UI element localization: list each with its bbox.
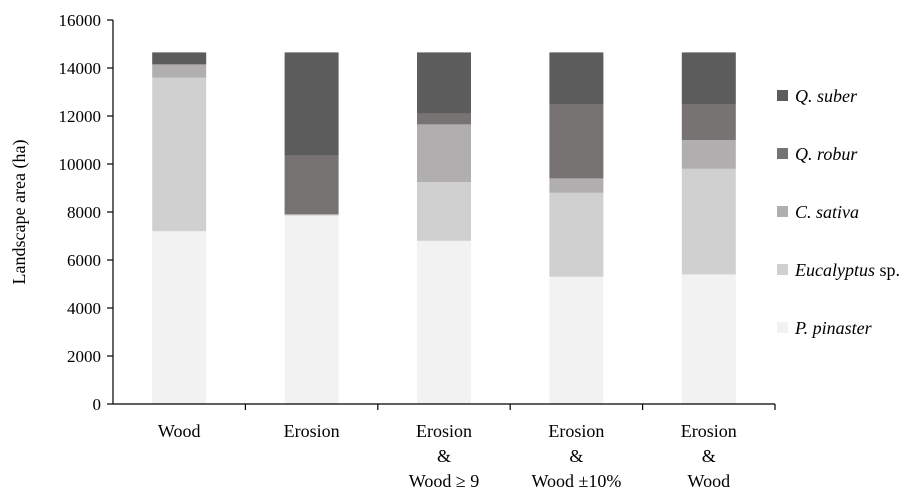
bar-segment: [417, 124, 471, 182]
bar-segment: [417, 182, 471, 241]
y-tick-label: 6000: [67, 251, 101, 270]
bar-segment: [284, 155, 339, 215]
bar-segment: [417, 113, 471, 125]
x-tick-label: Wood: [158, 421, 201, 441]
bar-segment: [152, 52, 207, 65]
legend-swatch: [777, 264, 788, 275]
bar-segment: [549, 52, 604, 104]
bar-segment: [681, 140, 736, 169]
y-tick-label: 8000: [67, 203, 101, 222]
bar-segment: [417, 52, 471, 114]
bar-segment: [681, 274, 736, 404]
bar-segment: [681, 104, 736, 140]
y-tick-label: 2000: [67, 347, 101, 366]
legend-swatch: [777, 148, 788, 159]
bar-segment: [549, 192, 604, 277]
bar-layer: [152, 52, 736, 404]
legend-entry: Q. robur: [795, 144, 858, 164]
x-tick-label: Wood: [688, 471, 731, 490]
y-tick-label: 10000: [59, 155, 102, 174]
bar-segment: [681, 52, 736, 104]
x-tick-label: &: [437, 446, 451, 466]
bar-segment: [681, 168, 736, 275]
legend-swatch: [777, 206, 788, 217]
bar-segment: [417, 240, 471, 404]
x-tick-label: &: [702, 446, 716, 466]
y-tick-label: 12000: [59, 107, 102, 126]
legend: Q. suber Q. robur C. sativa Eucalyptus sp. P…: [777, 86, 900, 338]
bar-segment: [152, 77, 207, 232]
x-tick-label: &: [569, 446, 583, 466]
y-tick-label: 16000: [59, 11, 102, 30]
legend-entry: C. sativa: [795, 202, 859, 222]
legend-swatch: [777, 322, 788, 333]
y-axis-title: Landscape area (ha): [9, 140, 30, 285]
y-tick-label: 4000: [67, 299, 101, 318]
bar-segment: [152, 64, 207, 78]
x-tick-label: Erosion: [681, 421, 737, 441]
bar-segment: [284, 214, 339, 216]
x-tick-label: Erosion: [284, 421, 340, 441]
legend-entry: Eucalyptus sp.: [794, 260, 900, 280]
bar-segment: [284, 215, 339, 404]
legend-swatch: [777, 90, 788, 101]
y-tick-label: 0: [93, 395, 102, 414]
bar-segment: [152, 231, 207, 404]
bar-segment: [549, 178, 604, 193]
x-tick-label: Wood ±10%: [531, 471, 621, 490]
legend-entry: Q. suber: [795, 86, 858, 106]
legend-entry: P. pinaster: [794, 318, 873, 338]
x-tick-label: Erosion: [548, 421, 604, 441]
bar-segment: [284, 52, 339, 156]
x-tick-label: Erosion: [416, 421, 472, 441]
bar-segment: [549, 104, 604, 179]
bar-segment: [549, 276, 604, 404]
axes: 0 2000 4000 6000 8000 10000 12000 14000 16000 Woo…: [59, 11, 776, 490]
x-tick-label: Wood ≥ 9: [409, 471, 479, 490]
y-tick-label: 14000: [59, 59, 102, 78]
